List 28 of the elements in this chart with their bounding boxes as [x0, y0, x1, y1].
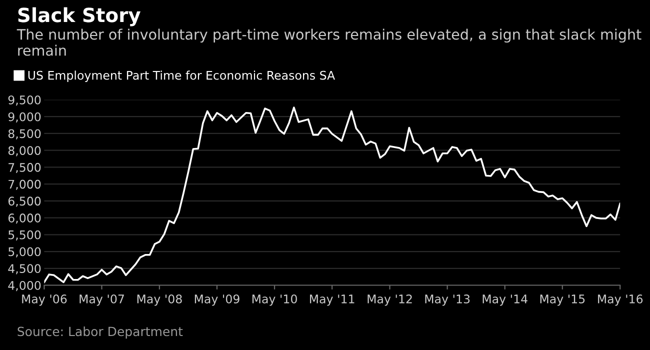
y-tick-label: 9,000 — [8, 112, 41, 122]
y-tick-label: 9,500 — [8, 95, 41, 106]
y-tick-label: 6,000 — [8, 214, 41, 224]
y-tick-label: 6,500 — [8, 196, 41, 207]
y-tick-label: 7,000 — [8, 180, 41, 190]
x-tick-label: May '06 — [22, 294, 67, 306]
chart-title: Slack Story — [18, 7, 140, 26]
y-tick-label: 5,000 — [8, 247, 41, 258]
x-tick-label: May '16 — [598, 294, 643, 306]
y-tick-label: 8,000 — [8, 146, 41, 156]
legend-label: US Employment Part Time for Economic Reasons SA — [28, 70, 336, 82]
x-tick-label: May '08 — [137, 294, 182, 306]
x-tick-label: May '10 — [252, 294, 297, 306]
y-tick-label: 4,500 — [8, 264, 41, 274]
chart-subtitle: The number of involuntary part-time workers remains elevated, a sign that slack might remain — [16, 28, 642, 56]
x-tick-label: May '14 — [482, 294, 528, 306]
x-tick-label: May '15 — [540, 294, 585, 306]
x-tick-label: May '11 — [310, 294, 354, 306]
y-tick-label: 7,500 — [8, 162, 41, 174]
source-note: Source: Labor Department — [18, 326, 183, 339]
x-tick-label: May '13 — [425, 294, 470, 306]
line-series — [44, 106, 620, 284]
y-tick-label: 5,500 — [8, 230, 41, 241]
x-tick-label: May '12 — [368, 294, 412, 306]
x-tick-label: May '09 — [194, 294, 240, 306]
x-tick-label: May '07 — [80, 294, 124, 306]
y-tick-label: 8,500 — [8, 129, 41, 140]
y-tick-label: 4,000 — [8, 280, 41, 292]
